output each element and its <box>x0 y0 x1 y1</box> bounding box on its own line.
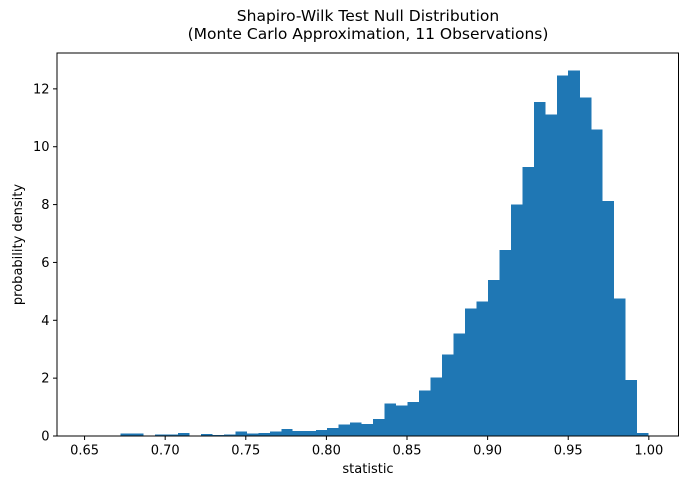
histogram-bar <box>166 434 178 436</box>
x-tick-label: 0.95 <box>554 444 583 459</box>
y-tick-label: 0 <box>41 430 49 445</box>
histogram-bar <box>292 430 305 436</box>
x-tick-label: 0.80 <box>312 444 341 459</box>
histogram-bar <box>625 379 638 436</box>
x-tick-label: 1.00 <box>634 444 663 459</box>
x-tick-label: 0.65 <box>70 444 99 459</box>
histogram-bar <box>155 434 167 436</box>
histogram-bar <box>315 430 328 436</box>
histogram-bar <box>453 333 465 436</box>
histogram-bar <box>568 70 580 437</box>
histogram-bar <box>579 97 592 437</box>
x-axis-ticks: 0.65 0.70 0.75 0.80 0.85 0.90 0.95 1.00 <box>70 436 663 459</box>
histogram-bar <box>131 433 144 436</box>
x-tick-label: 0.75 <box>231 444 260 459</box>
histogram-bar <box>373 419 385 436</box>
histogram-bar <box>350 422 362 436</box>
x-tick-label: 0.70 <box>151 444 180 459</box>
histogram-bar <box>591 129 603 436</box>
histogram-bar <box>327 427 339 436</box>
chart-title-line2: (Monte Carlo Approximation, 11 Observati… <box>188 25 549 43</box>
histogram-bar <box>246 433 259 436</box>
histogram-bar <box>556 75 569 436</box>
y-axis-label: probability density <box>11 184 26 305</box>
y-tick-label: 8 <box>41 198 49 213</box>
x-axis-label: statistic <box>342 462 393 477</box>
histogram-bar <box>407 402 420 436</box>
histogram-bar <box>602 200 615 436</box>
histogram-bar <box>637 432 649 436</box>
histogram-bar <box>441 354 454 436</box>
x-tick-label: 0.85 <box>393 444 422 459</box>
x-tick-label: 0.90 <box>473 444 502 459</box>
histogram-bar <box>212 434 224 436</box>
histogram-bar <box>258 433 270 436</box>
histogram-bar <box>281 429 293 436</box>
y-tick-label: 12 <box>33 82 50 97</box>
histogram-bar <box>499 250 511 436</box>
plot-border <box>56 52 679 437</box>
y-tick-label: 10 <box>33 140 50 155</box>
y-tick-label: 2 <box>41 372 49 387</box>
histogram-bars <box>120 70 649 437</box>
histogram-bar <box>177 433 190 436</box>
histogram-bar <box>223 434 236 436</box>
histogram-bar <box>120 433 132 436</box>
y-tick-label: 6 <box>41 256 49 271</box>
y-axis-ticks: 0 2 4 6 8 10 12 <box>33 82 57 445</box>
histogram-bar <box>522 166 534 436</box>
y-tick-label: 4 <box>41 314 49 329</box>
histogram-bar <box>430 377 442 436</box>
histogram-bar <box>510 204 523 436</box>
histogram-bar <box>464 308 477 436</box>
histogram-bar <box>396 405 408 436</box>
histogram-bar <box>487 279 500 436</box>
histogram-bar <box>269 431 282 436</box>
histogram-bar <box>614 298 626 436</box>
histogram-bar <box>361 423 374 436</box>
histogram-bar <box>533 101 546 436</box>
histogram-bar <box>338 424 351 436</box>
histogram-bar <box>476 301 488 436</box>
histogram-bar <box>304 430 316 436</box>
chart-title-line1: Shapiro-Wilk Test Null Distribution <box>237 7 499 25</box>
histogram-bar <box>419 390 431 436</box>
histogram-bar <box>384 403 397 436</box>
histogram-bar <box>545 114 557 436</box>
histogram-bar <box>235 431 247 436</box>
histogram-bar <box>200 433 213 436</box>
